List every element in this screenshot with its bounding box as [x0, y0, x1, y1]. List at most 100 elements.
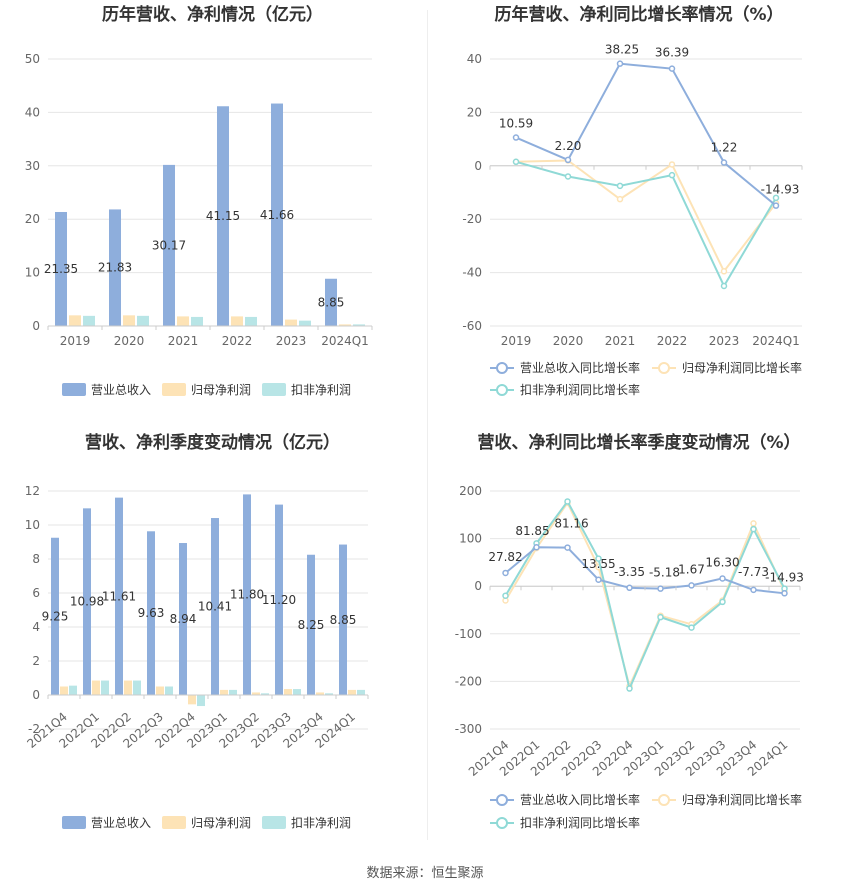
bar-营业总收入: [211, 518, 219, 695]
data-label: 27.82: [488, 550, 522, 564]
bar-归母净利润: [177, 316, 189, 326]
x-tick-label: 2023: [709, 334, 740, 348]
bar-归母净利润: [316, 692, 324, 695]
data-label: -5.18: [649, 566, 680, 580]
data-label: 10.41: [198, 600, 232, 614]
data-label: -7.73: [738, 565, 769, 579]
legend-label: 营业总收入同比增长率: [520, 360, 640, 375]
annual-line-chart: 历年营收、净利同比增长率情况（%） -60 -40 -20 0 20 40 10.59 2.20…: [462, 4, 803, 397]
bar-扣非净利润: [137, 315, 149, 326]
legend-swatch: [162, 383, 186, 396]
bar-扣非净利润: [261, 693, 269, 695]
bar-扣非净利润: [229, 689, 237, 695]
x-tick-label: 2024Q1: [752, 334, 800, 348]
data-point: [502, 569, 509, 577]
x-tick-label: 2020: [553, 334, 584, 348]
data-point: [595, 555, 602, 562]
y-tick-label: -100: [455, 627, 482, 641]
legend-marker: [496, 817, 508, 829]
data-label: 38.25: [605, 43, 639, 57]
y-tick-label: 50: [25, 52, 40, 66]
y-tick-label: 40: [25, 105, 40, 119]
data-point: [720, 268, 728, 275]
y-tick-label: 8: [32, 552, 40, 566]
data-point: [668, 161, 676, 168]
y-tick-label: 0: [32, 688, 40, 702]
bar-扣非净利润: [357, 689, 365, 695]
data-source-label: 数据来源：恒生聚源: [366, 866, 484, 881]
y-tick-label: 4: [32, 620, 40, 634]
bar-归母净利润: [252, 692, 260, 695]
data-point: [781, 590, 788, 597]
legend-label: 扣非净利润: [291, 383, 351, 397]
bar-归母净利润: [60, 686, 68, 695]
data-label: -14.93: [765, 570, 804, 584]
data-label: 1.22: [711, 141, 738, 155]
bar-营业总收入: [83, 508, 91, 695]
y-tick-label: 0: [32, 319, 40, 333]
y-tick-label: -40: [462, 266, 482, 280]
data-label: 10.98: [70, 595, 104, 609]
data-label: 11.80: [230, 588, 264, 602]
data-label: -14.93: [761, 183, 800, 197]
data-point: [719, 575, 726, 582]
data-point: [564, 544, 571, 551]
data-label: 21.83: [98, 261, 132, 275]
legend-marker: [658, 794, 670, 806]
bar-营业总收入: [109, 209, 121, 326]
data-point: [750, 520, 757, 527]
bar-归母净利润: [188, 695, 196, 705]
data-label: 8.85: [330, 613, 357, 627]
bar-扣非净利润: [353, 324, 365, 326]
data-point: [750, 586, 757, 594]
chart-title: 历年营收、净利情况（亿元）: [102, 4, 323, 25]
bar-扣非净利润: [69, 685, 77, 695]
bar-归母净利润: [124, 680, 132, 695]
chart-title: 历年营收、净利同比增长率情况（%）: [494, 4, 783, 25]
x-tick-label: 2020: [114, 334, 145, 348]
y-tick-label: 0: [474, 579, 482, 593]
bar-营业总收入: [51, 537, 59, 695]
x-tick-label: 2024Q1: [321, 334, 369, 348]
legend-label: 营业总收入同比增长率: [520, 792, 640, 807]
data-point: [595, 576, 602, 584]
bar-归母净利润: [231, 316, 243, 326]
y-tick-label: 2: [32, 654, 40, 668]
legend-swatch: [62, 383, 86, 396]
legend-swatch: [262, 816, 286, 829]
data-point: [502, 592, 509, 599]
chart-title: 营收、净利季度变动情况（亿元）: [85, 432, 340, 453]
data-point: [688, 624, 695, 631]
bar-扣非净利润: [83, 315, 95, 326]
bar-营业总收入: [275, 504, 283, 695]
data-point: [564, 498, 571, 505]
bar-归母净利润: [69, 315, 81, 326]
y-tick-label: 6: [32, 586, 40, 600]
x-tick-label: 2023: [276, 334, 307, 348]
bar-营业总收入: [325, 278, 337, 326]
data-point: [657, 585, 664, 592]
data-point: [720, 282, 728, 290]
data-point: [564, 173, 572, 180]
data-point: [533, 543, 540, 551]
data-label: 21.35: [44, 262, 78, 276]
data-label: 8.25: [298, 618, 325, 632]
data-label: -3.35: [614, 565, 645, 579]
data-label: 1.67: [678, 562, 705, 576]
bar-营业总收入: [163, 164, 175, 326]
quarterly-bar-chart: 营收、净利季度变动情况（亿元） -2 0 2 4 6 8 10 12 9.2510.9811.61…: [24, 432, 369, 830]
data-label: 8.94: [170, 612, 197, 626]
bar-归母净利润: [284, 689, 292, 695]
data-point: [720, 159, 728, 166]
bar-归母净利润: [123, 315, 135, 326]
legend-label: 归母净利润同比增长率: [682, 792, 802, 807]
data-label: 81.16: [554, 517, 588, 531]
bar-归母净利润: [348, 689, 356, 695]
data-point: [668, 171, 676, 179]
data-point: [616, 195, 624, 203]
data-label: 8.85: [318, 295, 345, 309]
data-point: [750, 525, 757, 533]
bar-营业总收入: [271, 103, 283, 326]
data-label: 9.25: [42, 609, 69, 623]
x-tick-label: 2019: [501, 334, 532, 348]
